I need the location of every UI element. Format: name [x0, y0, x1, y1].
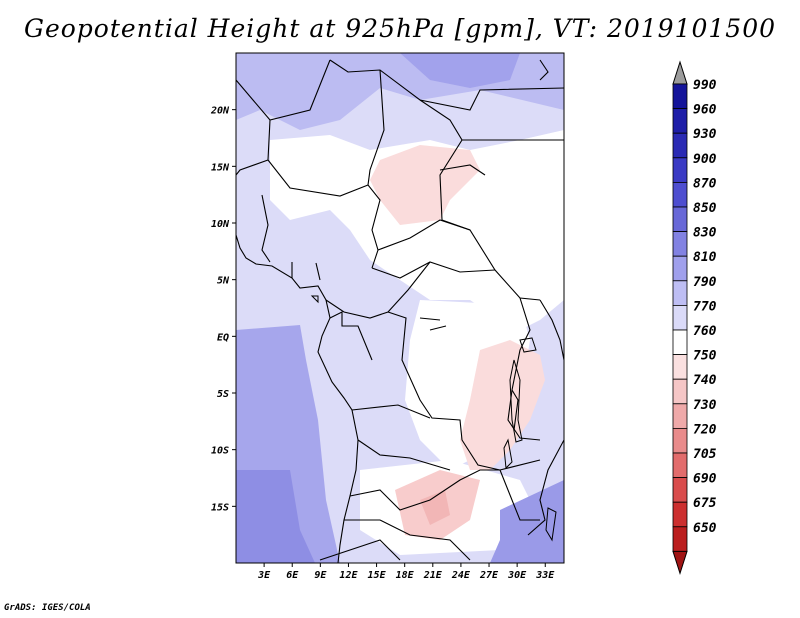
height-field-sahel-low: [370, 145, 480, 225]
height-field-ocean-lower: [236, 470, 315, 563]
height-field-southeast-high: [490, 480, 564, 563]
lat-tick-label: 20N: [210, 106, 230, 117]
colorbar-swatch: [672, 181, 688, 208]
lon-tick-label: 27E: [479, 570, 499, 581]
colorbar-swatch: [672, 452, 688, 479]
colorbar-swatch: [672, 108, 688, 134]
colorbar-label: 930: [693, 127, 717, 142]
colorbar-label: 690: [693, 472, 717, 487]
lat-tick-label: EQ: [217, 332, 229, 343]
colorbar-label: 740: [693, 373, 717, 388]
lon-tick-label: 6E: [286, 570, 299, 581]
colorbar-swatch: [672, 378, 688, 405]
colorbar-swatch: [672, 427, 688, 454]
colorbar-label: 990: [693, 78, 717, 93]
height-field-interior-white: [270, 130, 564, 330]
colorbar-swatch: [672, 255, 688, 282]
colorbar-label: 790: [693, 275, 717, 290]
lon-tick-label: 33E: [535, 570, 555, 581]
colorbar-label: 760: [693, 324, 717, 339]
height-field-zambia-min: [420, 490, 450, 525]
colorbar-label: 960: [693, 103, 717, 118]
lon-tick-label: 12E: [339, 570, 358, 581]
colorbar-label: 850: [693, 201, 717, 216]
lat-tick-label: 15N: [211, 162, 230, 173]
latitude-ticks: 20N 15N 10N 5N EQ 5S 10S 15S: [210, 106, 236, 513]
lon-tick-label: 21E: [423, 570, 443, 581]
colorbar-swatch: [672, 157, 688, 183]
colorbar-label: 900: [693, 152, 717, 167]
colorbar: 990 960 930 900 870 850 830 810 790 770 760 750 740 7…: [672, 60, 717, 576]
colorbar-swatch: [672, 403, 688, 429]
lon-tick-label: 30E: [507, 570, 527, 581]
colorbar-swatch: [672, 132, 688, 159]
lat-tick-label: 5N: [217, 276, 230, 287]
colorbar-swatch: [672, 83, 688, 110]
colorbar-label: 770: [693, 299, 717, 314]
lat-tick-label: 15S: [211, 502, 229, 513]
chart-title: Geopotential Height at 925hPa [gpm], VT:…: [23, 14, 777, 43]
colorbar-swatch: [672, 526, 688, 552]
country-borders: [236, 59, 564, 563]
grads-credit: GrADS: IGES/COLA: [4, 603, 91, 613]
colorbar-swatch: [672, 501, 688, 528]
colorbar-swatch: [672, 329, 688, 356]
lat-tick-label: 5S: [217, 389, 229, 400]
map-frame: [235, 52, 565, 564]
colorbar-top-arrow: [672, 60, 688, 85]
colorbar-label: 705: [693, 447, 717, 462]
lon-tick-label: 18E: [396, 570, 415, 581]
lon-tick-label: 3E: [257, 570, 271, 581]
lat-tick-label: 10S: [211, 446, 229, 457]
colorbar-swatch: [672, 477, 688, 503]
colorbar-label: 675: [693, 496, 717, 511]
lake-outlines: [310, 295, 557, 542]
lon-tick-label: 24E: [451, 570, 471, 581]
colorbar-bottom-arrow: [672, 550, 688, 576]
colorbar-swatch: [672, 354, 688, 380]
colorbar-label: 830: [693, 226, 717, 241]
colorbar-label: 750: [693, 349, 717, 364]
colorbar-label: 810: [693, 250, 717, 265]
colorbar-label: 870: [693, 176, 717, 191]
longitude-ticks: 3E 6E 9E 12E 15E 18E 21E 24E 27E 30E 33E: [257, 563, 555, 581]
lon-tick-label: 15E: [368, 570, 387, 581]
height-field-rift-low: [460, 340, 545, 470]
lon-tick-label: 9E: [314, 570, 327, 581]
height-field-north-high: [400, 53, 520, 88]
colorbar-label: 730: [693, 398, 717, 413]
colorbar-swatch: [672, 304, 688, 331]
colorbar-swatch: [672, 206, 688, 233]
map-plot-area: [236, 53, 564, 563]
colorbar-label: 650: [693, 521, 717, 536]
colorbar-label: 720: [693, 422, 717, 437]
lat-tick-label: 10N: [211, 219, 230, 230]
colorbar-swatch: [672, 231, 688, 257]
colorbar-swatch: [672, 280, 688, 306]
